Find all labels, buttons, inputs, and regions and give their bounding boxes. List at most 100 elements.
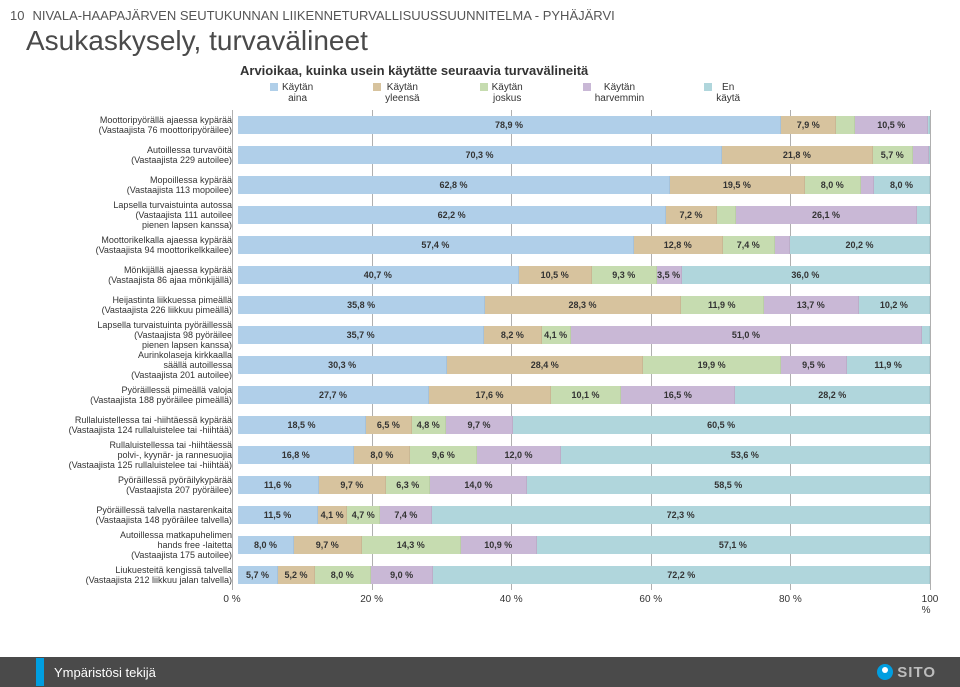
chart-subtitle: Arvioikaa, kuinka usein käytätte seuraav…: [0, 63, 960, 78]
bar-segment: 12,0 %: [477, 446, 560, 464]
x-axis-tick: 40 %: [500, 594, 523, 605]
legend-swatch: [480, 83, 488, 91]
chart-row: Mönkijällä ajaessa kypärää(Vastaajista 8…: [12, 260, 930, 290]
row-label: Moottorikelkalla ajaessa kypärää(Vastaaj…: [12, 235, 238, 255]
legend-label: Käytänjoskus: [492, 82, 523, 104]
bar-segment: 11,9 %: [847, 356, 930, 374]
footer-logo: SITO: [877, 664, 936, 681]
chart-row: Autoillessa turvavöitä(Vastaajista 229 a…: [12, 140, 930, 170]
bar-segment: 60,5 %: [513, 416, 930, 434]
chart-row: Heijastinta liikkuessa pimeällä(Vastaaji…: [12, 290, 930, 320]
bar-segment: 7,2 %: [666, 206, 716, 224]
chart-row: Autoillessa matkapuhelimenhands free -la…: [12, 530, 930, 560]
stacked-bar: 78,9 %7,9 %10,5 %: [238, 116, 930, 134]
bar-segment: 21,8 %: [722, 146, 873, 164]
row-label: Lapsella turvaistuinta autossa(Vastaajis…: [12, 200, 238, 230]
bar-segment: 4,1 %: [542, 326, 571, 344]
row-label: Mopoillessa kypärää(Vastaajista 113 mopo…: [12, 175, 238, 195]
page-number: 10: [10, 8, 24, 23]
stacked-bar: 62,2 %7,2 %26,1 %: [238, 206, 930, 224]
row-label: Heijastinta liikkuessa pimeällä(Vastaaji…: [12, 295, 238, 315]
bar-segment: 72,3 %: [432, 506, 930, 524]
bar-segment: 10,1 %: [551, 386, 621, 404]
stacked-bar: 70,3 %21,8 %5,7 %: [238, 146, 930, 164]
bar-segment: 36,0 %: [682, 266, 930, 284]
bar-segment: 7,4 %: [723, 236, 775, 254]
legend-label: Enkäytä: [716, 82, 740, 104]
bar-segment: 7,9 %: [781, 116, 836, 134]
bar-segment: 28,3 %: [485, 296, 681, 314]
legend-item: Käytänharvemmin: [583, 82, 644, 104]
bar-segment: 8,0 %: [238, 536, 294, 554]
bar-segment: 14,0 %: [430, 476, 527, 494]
chart-row: Lapsella turvaistuinta autossa(Vastaajis…: [12, 200, 930, 230]
bar-segment: 9,6 %: [410, 446, 477, 464]
x-axis-tick: 100 %: [922, 594, 939, 616]
row-label: Pyöräillessä pyöräilykypärää(Vastaajista…: [12, 475, 238, 495]
stacked-bar: 62,8 %19,5 %8,0 %8,0 %: [238, 176, 930, 194]
bar-segment: [929, 146, 930, 164]
bar-segment: 16,8 %: [238, 446, 354, 464]
x-axis-tick: 20 %: [360, 594, 383, 605]
stacked-bar: 35,8 %28,3 %11,9 %13,7 %10,2 %: [238, 296, 930, 314]
legend-swatch: [704, 83, 712, 91]
row-label: Pyöräillessä talvella nastarenkaita(Vast…: [12, 505, 238, 525]
bar-segment: 11,6 %: [238, 476, 319, 494]
bar-segment: 35,7 %: [238, 326, 484, 344]
bar-segment: 9,5 %: [781, 356, 847, 374]
bar-segment: 40,7 %: [238, 266, 519, 284]
bar-segment: 4,1 %: [318, 506, 347, 524]
bar-segment: 18,5 %: [238, 416, 366, 434]
chart-row: Pyöräillessä pyöräilykypärää(Vastaajista…: [12, 470, 930, 500]
bar-segment: 12,8 %: [634, 236, 723, 254]
stacked-bar: 11,5 %4,1 %4,7 %7,4 %72,3 %: [238, 506, 930, 524]
bar-segment: 51,0 %: [571, 326, 922, 344]
legend-item: Käytänaina: [270, 82, 313, 104]
bar-segment: 9,7 %: [319, 476, 387, 494]
stacked-bar: 8,0 %9,7 %14,3 %10,9 %57,1 %: [238, 536, 930, 554]
bar-segment: 11,9 %: [681, 296, 764, 314]
chart-rows: Moottoripyörällä ajaessa kypärää(Vastaaj…: [12, 110, 930, 590]
bar-segment: 17,6 %: [429, 386, 551, 404]
bar-segment: 8,0 %: [874, 176, 930, 194]
bar-segment: 9,3 %: [592, 266, 657, 284]
gridline: [930, 110, 931, 590]
bar-segment: 6,5 %: [366, 416, 412, 434]
stacked-bar: 16,8 %8,0 %9,6 %12,0 %53,6 %: [238, 446, 930, 464]
chart-row: Rullaluistellessa tai -hiihtäessäpolvi-,…: [12, 440, 930, 470]
stacked-bar: 57,4 %12,8 %7,4 %20,2 %: [238, 236, 930, 254]
logo-icon: [877, 664, 893, 680]
row-label: Rullaluistellessa tai -hiihtäessä kypärä…: [12, 415, 238, 435]
header-row: 10 NIVALA-HAAPAJÄRVEN SEUTUKUNNAN LIIKEN…: [0, 0, 960, 23]
x-axis-tick: 0 %: [223, 594, 240, 605]
stacked-bar: 30,3 %28,4 %19,9 %9,5 %11,9 %: [238, 356, 930, 374]
legend-label: Käytänaina: [282, 82, 313, 104]
row-label: Rullaluistellessa tai -hiihtäessäpolvi-,…: [12, 440, 238, 470]
bar-segment: 27,7 %: [238, 386, 429, 404]
stacked-bar: 27,7 %17,6 %10,1 %16,5 %28,2 %: [238, 386, 930, 404]
bar-segment: 11,5 %: [238, 506, 318, 524]
bar-segment: 4,7 %: [347, 506, 380, 524]
row-label: Lapsella turvaistuinta pyöräillessä(Vast…: [12, 320, 238, 350]
bar-segment: 9,7 %: [294, 536, 362, 554]
chart-row: Moottoripyörällä ajaessa kypärää(Vastaaj…: [12, 110, 930, 140]
bar-segment: 3,5 %: [657, 266, 682, 284]
bar-segment: 57,4 %: [238, 236, 634, 254]
bar-segment: [917, 206, 930, 224]
bar-segment: [928, 116, 930, 134]
bar-segment: 16,5 %: [621, 386, 735, 404]
bar-segment: 19,9 %: [643, 356, 781, 374]
chart-area: Moottoripyörällä ajaessa kypärää(Vastaaj…: [12, 110, 940, 610]
bar-segment: 78,9 %: [238, 116, 781, 134]
chart-row: Lapsella turvaistuinta pyöräillessä(Vast…: [12, 320, 930, 350]
bar-segment: 53,6 %: [561, 446, 930, 464]
legend-swatch: [583, 83, 591, 91]
logo-text: SITO: [897, 664, 936, 681]
bar-segment: 10,2 %: [859, 296, 930, 314]
footer-text: Ympäristösi tekijä: [54, 665, 156, 680]
bar-segment: 35,8 %: [238, 296, 485, 314]
bar-segment: 4,8 %: [412, 416, 446, 434]
bar-segment: 62,8 %: [238, 176, 670, 194]
bar-segment: 5,7 %: [873, 146, 913, 164]
row-label: Autoillessa matkapuhelimenhands free -la…: [12, 530, 238, 560]
